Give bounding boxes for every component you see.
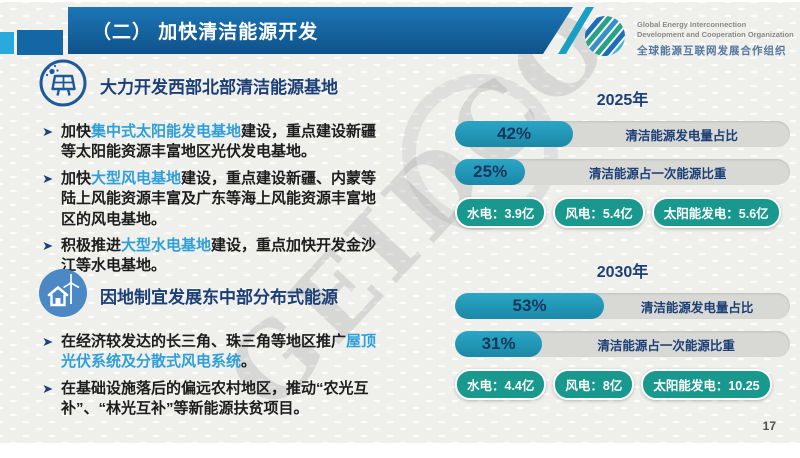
bullet-text: 积极推进大型水电基地建设，重点加快开发金沙江等水电基地。	[61, 236, 377, 275]
arrow-bullet-icon	[42, 239, 54, 277]
stats-block-2025: 2025年 42% 清洁能源发电量占比 25% 清洁能源占一次能源比重 水电：3…	[455, 86, 790, 228]
stat-bar-label: 清洁能源占一次能源比重	[588, 166, 727, 181]
bullet-item: 在经济较发达的长三角、珠三角等地区推广屋顶光伏系统及分散式风电系统。	[42, 332, 448, 373]
metric-pill-wind: 风电：8亿	[553, 369, 635, 400]
metric-pill-row: 水电：4.4亿 风电：8亿 太阳能发电：10.25	[455, 369, 790, 400]
section-west-north-bases: 大力开发西部北部清洁能源基地 加快集中式太阳能发电基地建设，重点建设新疆等太阳能…	[38, 58, 448, 283]
bullet-list: 在经济较发达的长三角、珠三角等地区推广屋顶光伏系统及分散式风电系统。 在基础设施…	[42, 332, 448, 420]
page-number: 17	[762, 419, 776, 433]
bullet-text: 在基础设施落后的偏远农村地区，推动“农光互补”、“林光互补”等新能源扶贫项目。	[61, 379, 369, 418]
page-title: （二） 加快清洁能源开发	[92, 22, 319, 43]
bullet-list: 加快集中式太阳能发电基地建设，重点建设新疆等太阳能资源丰富地区光伏发电基地。 加…	[42, 122, 448, 277]
bullet-text: 加快大型风电基地建设，重点建设新疆、内蒙等陆上风能资源丰富及广东等海上风能资源丰…	[61, 169, 377, 228]
stat-bar: 42% 清洁能源发电量占比	[455, 121, 790, 147]
org-name-en-line2: Development and Cooperation Organization	[637, 30, 794, 39]
slide-background: GEIDCO （二） 加快清洁能源开发	[0, 0, 800, 443]
stat-bar-value: 31%	[481, 334, 516, 353]
stat-bar-label: 清洁能源发电量占比	[625, 128, 738, 143]
arrow-bullet-icon	[42, 335, 54, 373]
arrow-bullet-icon	[42, 172, 54, 230]
bullet-item: 加快集中式太阳能发电基地建设，重点建设新疆等太阳能资源丰富地区光伏发电基地。	[42, 122, 448, 163]
section-distributed-energy: 因地制宜发展东中部分布式能源 在经济较发达的长三角、珠三角等地区推广屋顶光伏系统…	[38, 268, 448, 426]
stat-bar-value: 53%	[512, 296, 547, 315]
highlight-text: 屋顶光伏系统及分散式风电系统	[61, 333, 377, 371]
stat-bar-fill: 31%	[455, 331, 543, 357]
metric-pill-hydro: 水电：4.4亿	[455, 369, 547, 400]
org-name: Global Energy Interconnection Developmen…	[637, 20, 794, 58]
metric-pill-hydro: 水电：3.9亿	[455, 197, 547, 228]
metric-pill-wind: 风电：5.4亿	[553, 197, 645, 228]
globe-icon	[576, 7, 634, 65]
metric-pill-solar: 太阳能发电：5.6亿	[651, 197, 781, 228]
stats-block-2030: 2030年 53% 清洁能源发电量占比 31% 清洁能源占一次能源比重 水电：4…	[455, 258, 790, 400]
stat-bar-fill: 42%	[455, 121, 574, 147]
section-heading: 大力开发西部北部清洁能源基地	[100, 78, 338, 97]
stat-bar-value: 42%	[497, 124, 532, 143]
org-name-cn: 全球能源互联网发展合作组织	[637, 44, 787, 57]
bullet-item: 在基础设施落后的偏远农村地区，推动“农光互补”、“林光互补”等新能源扶贫项目。	[42, 379, 448, 420]
highlight-text: 大型水电基地	[121, 236, 212, 254]
metric-pill-solar: 太阳能发电：10.25	[641, 369, 772, 400]
section-heading: 因地制宜发展东中部分布式能源	[100, 288, 338, 307]
year-label: 2030年	[596, 264, 649, 281]
bullet-text: 在经济较发达的长三角、珠三角等地区推广屋顶光伏系统及分散式风电系统。	[61, 333, 377, 371]
arrow-bullet-icon	[42, 382, 54, 420]
stat-bar-value: 25%	[473, 162, 508, 181]
year-label: 2025年	[596, 92, 649, 109]
highlight-text: 集中式太阳能发电基地	[91, 123, 242, 140]
org-logo: Global Energy Interconnection Developmen…	[576, 7, 794, 65]
stat-bar: 31% 清洁能源占一次能源比重	[455, 331, 790, 357]
bullet-text: 加快集中式太阳能发电基地建设，重点建设新疆等太阳能资源丰富地区光伏发电基地。	[61, 123, 377, 161]
accent-square-cyan	[0, 32, 14, 54]
arrow-bullet-icon	[42, 125, 54, 163]
accent-square-blue	[17, 30, 63, 55]
org-name-en-line1: Global Energy Interconnection	[637, 19, 747, 29]
stat-bar-label: 清洁能源发电量占比	[640, 300, 754, 315]
solar-panel-icon	[38, 58, 88, 113]
stat-bar: 53% 清洁能源发电量占比	[455, 293, 790, 319]
stat-bar-fill: 53%	[455, 293, 605, 319]
title-bar: （二） 加快清洁能源开发	[68, 7, 573, 54]
stat-bar-label: 清洁能源占一次能源比重	[597, 338, 735, 353]
stat-bar-fill: 25%	[455, 159, 526, 185]
metric-pill-row: 水电：3.9亿 风电：5.4亿 太阳能发电：5.6亿	[455, 197, 790, 228]
bullet-item: 加快大型风电基地建设，重点建设新疆、内蒙等陆上风能资源丰富及广东等海上风能资源丰…	[42, 169, 448, 230]
house-windmill-icon	[38, 268, 88, 323]
highlight-text: 大型风电基地	[91, 169, 182, 187]
bullet-item: 积极推进大型水电基地建设，重点加快开发金沙江等水电基地。	[42, 236, 448, 277]
stat-bar: 25% 清洁能源占一次能源比重	[455, 159, 790, 185]
